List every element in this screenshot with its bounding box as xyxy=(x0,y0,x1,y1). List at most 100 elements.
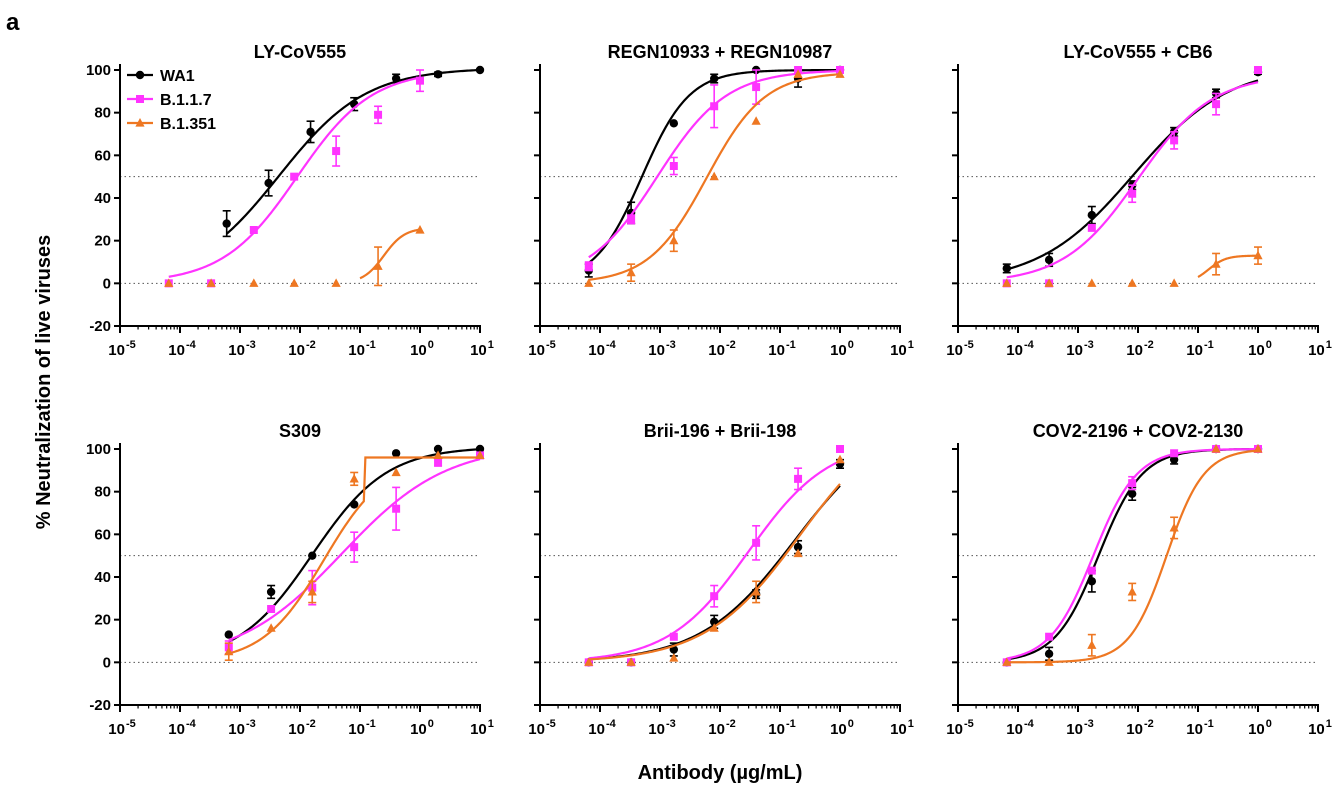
fit-curve xyxy=(168,76,421,278)
fit-curve xyxy=(1197,254,1259,278)
y-tick-label: -20 xyxy=(89,318,111,335)
data-point xyxy=(669,162,678,170)
data-point xyxy=(416,76,424,85)
data-point xyxy=(1044,657,1054,666)
chart-title: S309 xyxy=(279,421,321,441)
x-tick-label: 10-3 xyxy=(1066,339,1093,359)
data-point xyxy=(709,74,719,83)
data-point xyxy=(709,617,719,626)
series-b-1-351 xyxy=(584,454,845,666)
y-tick-label: 80 xyxy=(94,105,111,122)
x-tick-label: 10-5 xyxy=(108,339,135,359)
data-point xyxy=(1127,278,1137,287)
data-point xyxy=(1127,489,1137,498)
data-point xyxy=(794,474,803,483)
data-point xyxy=(1087,577,1097,586)
data-point xyxy=(751,586,761,596)
data-point xyxy=(669,653,679,662)
fit-curve xyxy=(225,68,481,235)
data-point xyxy=(1128,479,1137,488)
x-tick-label: 10-1 xyxy=(348,718,375,738)
legend-label: WA1 xyxy=(160,68,195,85)
legend-label: B.1.1.7 xyxy=(160,92,212,109)
y-tick-label: 20 xyxy=(94,612,111,629)
chart-title: Brii-196 + Brii-198 xyxy=(644,421,797,441)
data-point xyxy=(475,444,485,454)
data-point xyxy=(1211,444,1221,453)
data-point xyxy=(391,74,401,83)
x-tick-label: 10-3 xyxy=(1066,718,1093,738)
chart-panel-ly-cov555: LY-CoV555 -20 0 20 40 60 80 100 10-5 10-4 10-3 10-2… xyxy=(86,42,494,359)
chart-panel-cov2-2196-cov2-2130: COV2-2196 + COV2-2130 10-5 10-4 10-3 10-2 10-… xyxy=(946,421,1332,738)
series-b-1-351 xyxy=(584,69,845,287)
data-point xyxy=(751,116,761,125)
x-axis-label: Antibody (µg/mL) xyxy=(638,762,803,784)
data-point xyxy=(709,623,719,632)
series-wa1 xyxy=(1002,67,1263,274)
series-wa1 xyxy=(222,65,485,238)
data-point xyxy=(433,444,443,454)
data-point xyxy=(752,83,761,92)
data-point xyxy=(306,127,315,137)
data-point xyxy=(249,226,258,234)
x-tick-label: 10-2 xyxy=(708,339,735,359)
data-point xyxy=(222,219,231,228)
panel-letter: a xyxy=(6,9,20,36)
data-point xyxy=(1044,649,1054,658)
x-tick-label: 10-2 xyxy=(1126,339,1153,359)
x-tick-label: 10-2 xyxy=(708,718,735,738)
data-point xyxy=(391,467,401,477)
y-tick-label: 40 xyxy=(94,190,111,207)
chart-panel-ly-cov555-cb6: LY-CoV555 + CB6 10-5 10-4 10-3 10-2 10-1 100 10… xyxy=(946,42,1332,359)
data-point xyxy=(433,70,443,79)
x-tick-label: 10-3 xyxy=(228,339,255,359)
x-tick-label: 10-5 xyxy=(528,718,555,738)
data-point xyxy=(267,605,276,613)
legend-marker xyxy=(135,70,145,80)
x-tick-label: 10-4 xyxy=(588,339,616,359)
data-point xyxy=(433,450,443,459)
data-point xyxy=(1044,278,1054,287)
data-point xyxy=(1045,632,1054,641)
data-point xyxy=(584,278,594,287)
data-point xyxy=(584,262,593,271)
data-point xyxy=(836,445,844,453)
x-tick-label: 10-5 xyxy=(946,718,973,738)
legend-item-b-1-351: B.1.351 xyxy=(127,116,216,133)
data-point xyxy=(415,225,425,234)
data-point xyxy=(1002,657,1012,666)
series-b-1-351 xyxy=(1002,246,1263,287)
legend-item-wa1: WA1 xyxy=(127,68,195,85)
chart-title: COV2-2196 + COV2-2130 xyxy=(1033,421,1244,441)
x-tick-label: 10-1 xyxy=(768,718,795,738)
data-point xyxy=(1170,449,1179,458)
data-point xyxy=(1002,278,1012,287)
x-tick-label: 10-5 xyxy=(946,339,973,359)
chart-title: LY-CoV555 xyxy=(254,42,346,62)
data-point xyxy=(627,215,636,224)
x-tick-label: 101 xyxy=(890,339,914,359)
legend-marker xyxy=(135,118,145,127)
y-tick-label: 100 xyxy=(86,441,111,458)
series-b-1-1-7 xyxy=(584,445,844,667)
x-tick-label: 10-1 xyxy=(1186,718,1213,738)
data-point xyxy=(669,632,678,641)
data-point xyxy=(669,119,679,128)
x-tick-label: 10-2 xyxy=(288,339,315,359)
legend-label: B.1.351 xyxy=(160,116,216,133)
data-point xyxy=(1087,278,1097,287)
y-tick-label: 0 xyxy=(103,654,111,671)
data-point xyxy=(391,449,401,458)
y-tick-label: 100 xyxy=(86,62,111,79)
data-point xyxy=(1254,66,1262,74)
x-tick-label: 10-3 xyxy=(228,718,255,738)
data-point xyxy=(710,102,719,111)
x-tick-label: 10-4 xyxy=(168,718,196,738)
x-tick-label: 10-2 xyxy=(1126,718,1153,738)
x-tick-label: 10-3 xyxy=(648,718,675,738)
data-point xyxy=(1087,210,1097,220)
data-point xyxy=(434,457,443,466)
data-point xyxy=(1253,250,1263,260)
data-point xyxy=(709,171,719,181)
series-b-1-351 xyxy=(1002,444,1263,666)
